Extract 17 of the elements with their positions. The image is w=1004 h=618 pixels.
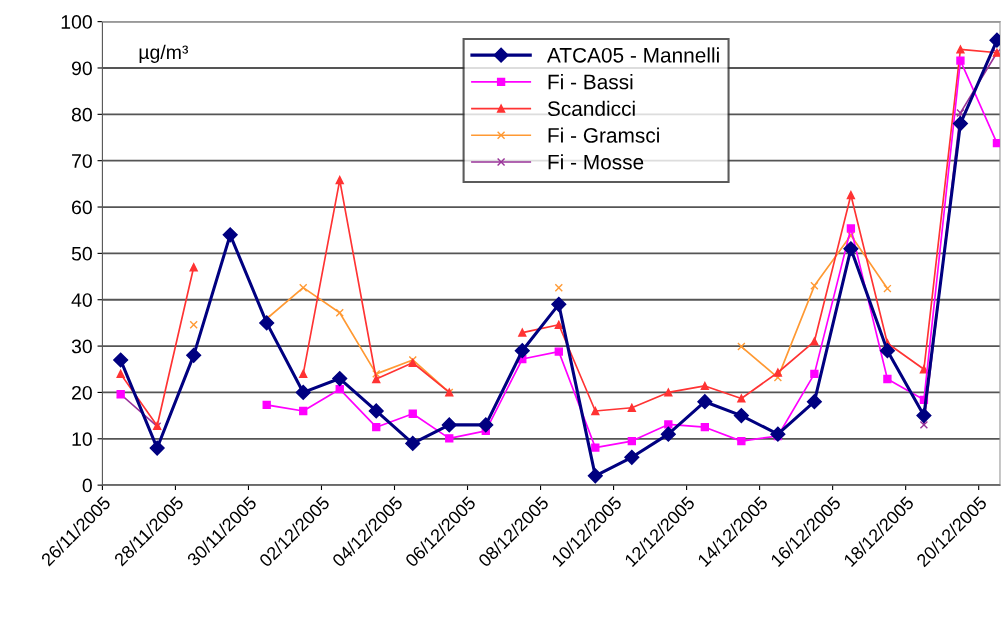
y-tick-label: 60 [72,200,92,215]
legend-label: Scandicci [547,100,635,117]
y-tick-label: 0 [82,478,92,493]
y-tick-label: 20 [72,385,92,400]
y-tick-label: 40 [71,293,92,307]
y-tick-label: 50 [71,246,92,261]
y-tick-label: 70 [72,154,92,168]
y-tick-label: 90 [71,61,92,76]
y-tick-label: 100 [61,15,92,29]
y-tick-label: 80 [71,107,92,122]
legend-label: Fi - Mosse [548,154,644,170]
legend-label: Fi - Bassi [548,74,633,90]
y-tick-label: 10 [72,432,92,447]
legend-label: Fi - Gramsci [548,127,659,143]
annotation: µg/m³ [139,44,189,63]
legend-label: ATCA05 - Mannelli [546,47,719,63]
y-tick-label: 30 [71,339,92,354]
